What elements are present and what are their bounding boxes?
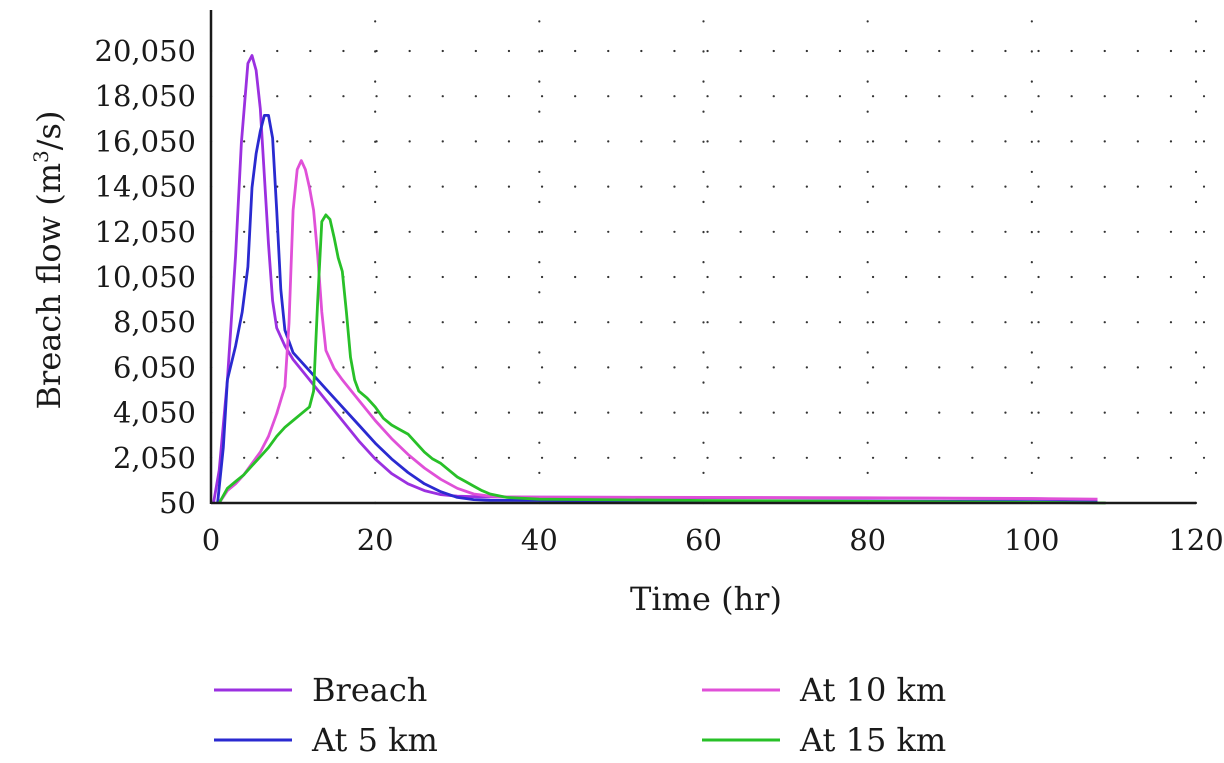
x-tick-label-2: 40 — [521, 523, 558, 557]
y-tick-label-7: 14,050 — [95, 170, 196, 204]
legend: Breach At 10 km At 5 km At 15 km — [214, 671, 946, 759]
x-tick-labels: 0 20 40 60 80 100 120 — [202, 523, 1224, 557]
x-axis-title: Time (hr) — [630, 580, 782, 618]
series-line-breach — [212, 54, 1098, 504]
legend-item-at-5-km: At 5 km — [214, 721, 438, 759]
series-line-at-5-km — [216, 114, 1098, 504]
x-tick-label-1: 20 — [357, 523, 394, 557]
y-tick-label-3: 6,050 — [113, 350, 196, 384]
legend-item-at-10-km: At 10 km — [702, 671, 946, 709]
x-tick-label-0: 0 — [202, 523, 220, 557]
axes — [209, 10, 1196, 505]
y-tick-label-2: 4,050 — [113, 396, 196, 430]
legend-label-breach: Breach — [312, 671, 427, 709]
y-tick-label-9: 18,050 — [95, 79, 196, 113]
y-tick-label-5: 10,050 — [95, 260, 196, 294]
x-tick-label-4: 80 — [849, 523, 886, 557]
series-line-at-15-km — [217, 213, 1106, 505]
y-tick-label-1: 2,050 — [113, 441, 196, 475]
legend-label-at-15-km: At 15 km — [799, 721, 946, 759]
y-axis-title-main: Breach flow (m — [30, 163, 68, 410]
legend-item-at-15-km: At 15 km — [702, 721, 946, 759]
y-axis-title-superscript: 3 — [29, 150, 53, 163]
grid-lines — [209, 8, 1206, 505]
legend-label-at-5-km: At 5 km — [311, 721, 438, 759]
y-tick-labels: 50 2,050 4,050 6,050 8,050 10,050 12,050 14,050… — [95, 34, 196, 520]
y-tick-label-8: 16,050 — [95, 124, 196, 158]
x-tick-label-5: 100 — [1004, 523, 1059, 557]
y-axis-title-end: /s) — [30, 111, 68, 151]
y-tick-label-10: 20,050 — [95, 34, 196, 68]
y-axis-title: Breach flow (m3/s) — [29, 111, 68, 410]
series-lines — [212, 54, 1106, 505]
series-line-at-10-km — [218, 159, 1098, 504]
x-tick-label-6: 120 — [1168, 523, 1223, 557]
y-tick-label-4: 8,050 — [113, 305, 196, 339]
y-tick-label-6: 12,050 — [95, 215, 196, 249]
x-tick-label-3: 60 — [685, 523, 722, 557]
legend-label-at-10-km: At 10 km — [799, 671, 946, 709]
legend-item-breach: Breach — [214, 671, 427, 709]
y-tick-label-0: 50 — [159, 486, 196, 520]
